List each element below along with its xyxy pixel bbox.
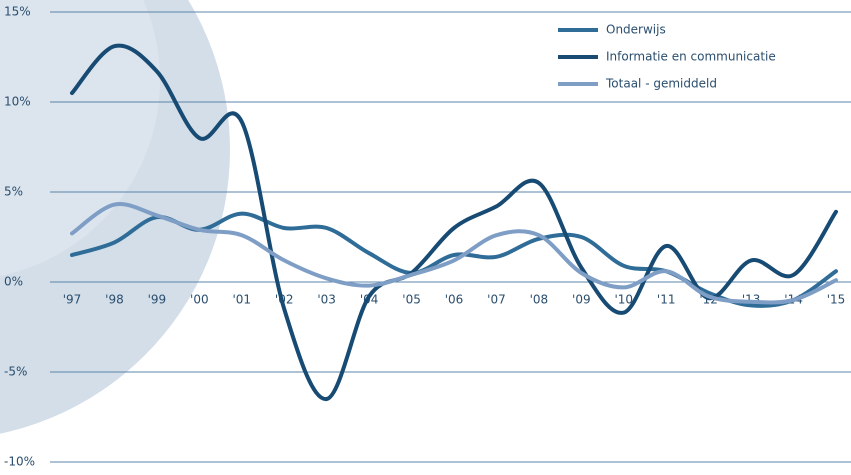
x-tick-label: '06 <box>445 293 464 307</box>
x-tick-label: '98 <box>105 293 124 307</box>
legend-label: Onderwijs <box>606 23 666 37</box>
x-tick-label: '10 <box>614 293 633 307</box>
x-tick-label: '05 <box>402 293 421 307</box>
y-tick-label: 0% <box>4 275 23 289</box>
series-line <box>70 202 838 305</box>
background-circle <box>0 0 160 276</box>
y-tick-label: 15% <box>4 5 31 19</box>
y-tick-label: 5% <box>4 185 23 199</box>
x-tick-label: '99 <box>148 293 167 307</box>
x-tick-label: '08 <box>530 293 549 307</box>
legend-label: Totaal - gemiddeld <box>605 77 717 91</box>
x-tick-label: '97 <box>63 293 82 307</box>
x-tick-label: '03 <box>317 293 336 307</box>
y-tick-label: -5% <box>4 365 27 379</box>
legend-label: Informatie en communicatie <box>606 50 776 64</box>
x-tick-label: '15 <box>827 293 846 307</box>
x-tick-label: '00 <box>190 293 209 307</box>
y-tick-label: -10% <box>4 455 35 469</box>
x-tick-label: '01 <box>232 293 251 307</box>
x-tick-label: '09 <box>572 293 591 307</box>
x-tick-label: '07 <box>487 293 506 307</box>
y-tick-label: 10% <box>4 95 31 109</box>
x-tick-label: '11 <box>657 293 676 307</box>
